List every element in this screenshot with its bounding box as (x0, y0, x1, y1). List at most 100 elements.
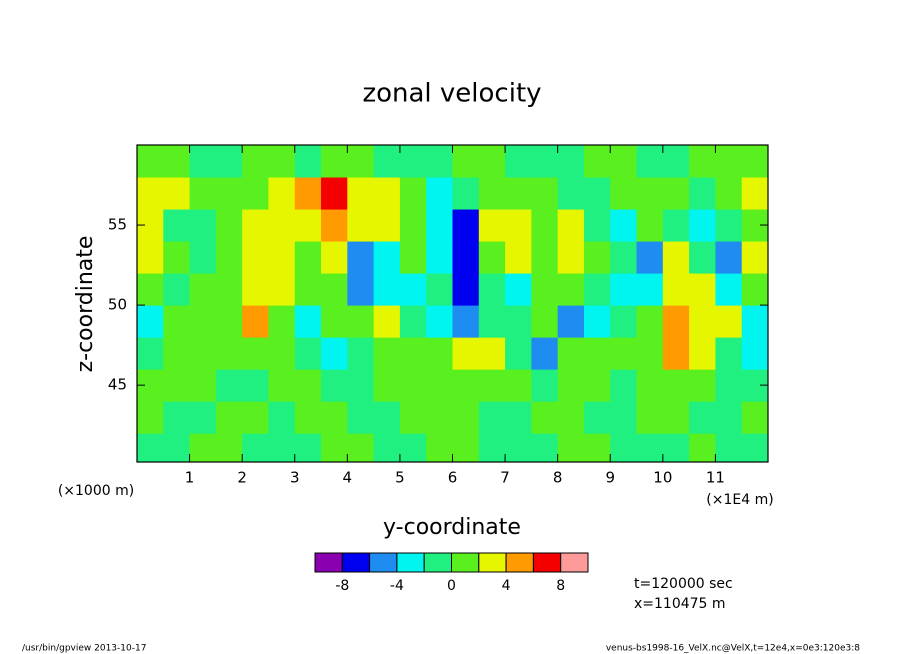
cell (689, 209, 716, 242)
x-unit: (×1E4 m) (706, 492, 773, 508)
cell (452, 145, 480, 178)
cell (399, 369, 427, 402)
y-tick-label: 50 (108, 296, 127, 314)
cell (610, 209, 638, 242)
cell (189, 273, 217, 306)
cell (636, 401, 664, 434)
cell (189, 145, 217, 178)
cell (557, 433, 585, 462)
cell (215, 241, 243, 274)
cell (610, 145, 638, 178)
cell (557, 401, 585, 434)
cell (215, 369, 243, 402)
field (137, 145, 768, 462)
colorbar-label: -8 (335, 578, 349, 594)
cell (189, 241, 217, 274)
cell (399, 177, 427, 210)
cell (662, 177, 690, 210)
cell (741, 241, 768, 274)
y-tick-label: 45 (108, 376, 127, 394)
cell (636, 209, 664, 242)
cell (741, 305, 768, 338)
cell (215, 145, 243, 178)
cell (478, 369, 506, 402)
y-unit: (×1000 m) (58, 483, 134, 499)
cell (636, 241, 664, 274)
cell (373, 369, 401, 402)
cell (137, 145, 164, 178)
cell (347, 337, 375, 370)
colorbar-box (505, 552, 534, 573)
cell (505, 401, 532, 434)
cell (268, 337, 296, 370)
cell (137, 337, 164, 370)
cell (557, 145, 585, 178)
cell (268, 241, 296, 274)
cell (347, 273, 375, 306)
cell (662, 241, 690, 274)
cell (189, 305, 217, 338)
colorbar-box (451, 552, 480, 573)
colorbar-box (532, 552, 562, 573)
cell (452, 401, 480, 434)
cell (347, 241, 375, 274)
colorbar-box (314, 552, 343, 573)
cell (163, 305, 191, 338)
cell (636, 305, 664, 338)
cell (478, 145, 506, 178)
cell (163, 337, 191, 370)
cell (373, 433, 401, 462)
cell (242, 145, 269, 178)
cell (268, 433, 296, 462)
cell (583, 209, 611, 242)
cell (163, 273, 191, 306)
cell (662, 369, 690, 402)
cell (163, 433, 191, 462)
cell (426, 305, 453, 338)
cell (610, 369, 638, 402)
cell (321, 177, 348, 210)
cell (636, 177, 664, 210)
cell (478, 305, 506, 338)
cell (583, 177, 611, 210)
cell (426, 177, 453, 210)
cell (189, 337, 217, 370)
cell (505, 369, 532, 402)
cell (347, 433, 375, 462)
colorbar-box (560, 552, 589, 573)
cell (662, 433, 690, 462)
cell (715, 337, 743, 370)
cell (689, 433, 716, 462)
cell (557, 241, 585, 274)
cell (294, 369, 322, 402)
cell (373, 305, 401, 338)
cell (478, 433, 506, 462)
cell (373, 401, 401, 434)
cell (242, 369, 269, 402)
cell (452, 241, 480, 274)
cell (399, 145, 427, 178)
cell (610, 177, 638, 210)
cell (321, 209, 348, 242)
cell (347, 305, 375, 338)
cell (505, 177, 532, 210)
cell (321, 145, 348, 178)
cell (583, 305, 611, 338)
x-tick-label: 4 (343, 469, 353, 487)
cell (636, 273, 664, 306)
cell (399, 305, 427, 338)
cell (294, 401, 322, 434)
cell (505, 273, 532, 306)
cell (689, 369, 716, 402)
cell (689, 241, 716, 274)
cell (294, 145, 322, 178)
cell (321, 241, 348, 274)
cell (347, 209, 375, 242)
cell (294, 305, 322, 338)
cell (294, 433, 322, 462)
y-axis-title: z-coordinate (73, 236, 98, 373)
cell (426, 241, 453, 274)
cell (741, 433, 768, 462)
cell (426, 209, 453, 242)
cell (741, 145, 768, 178)
